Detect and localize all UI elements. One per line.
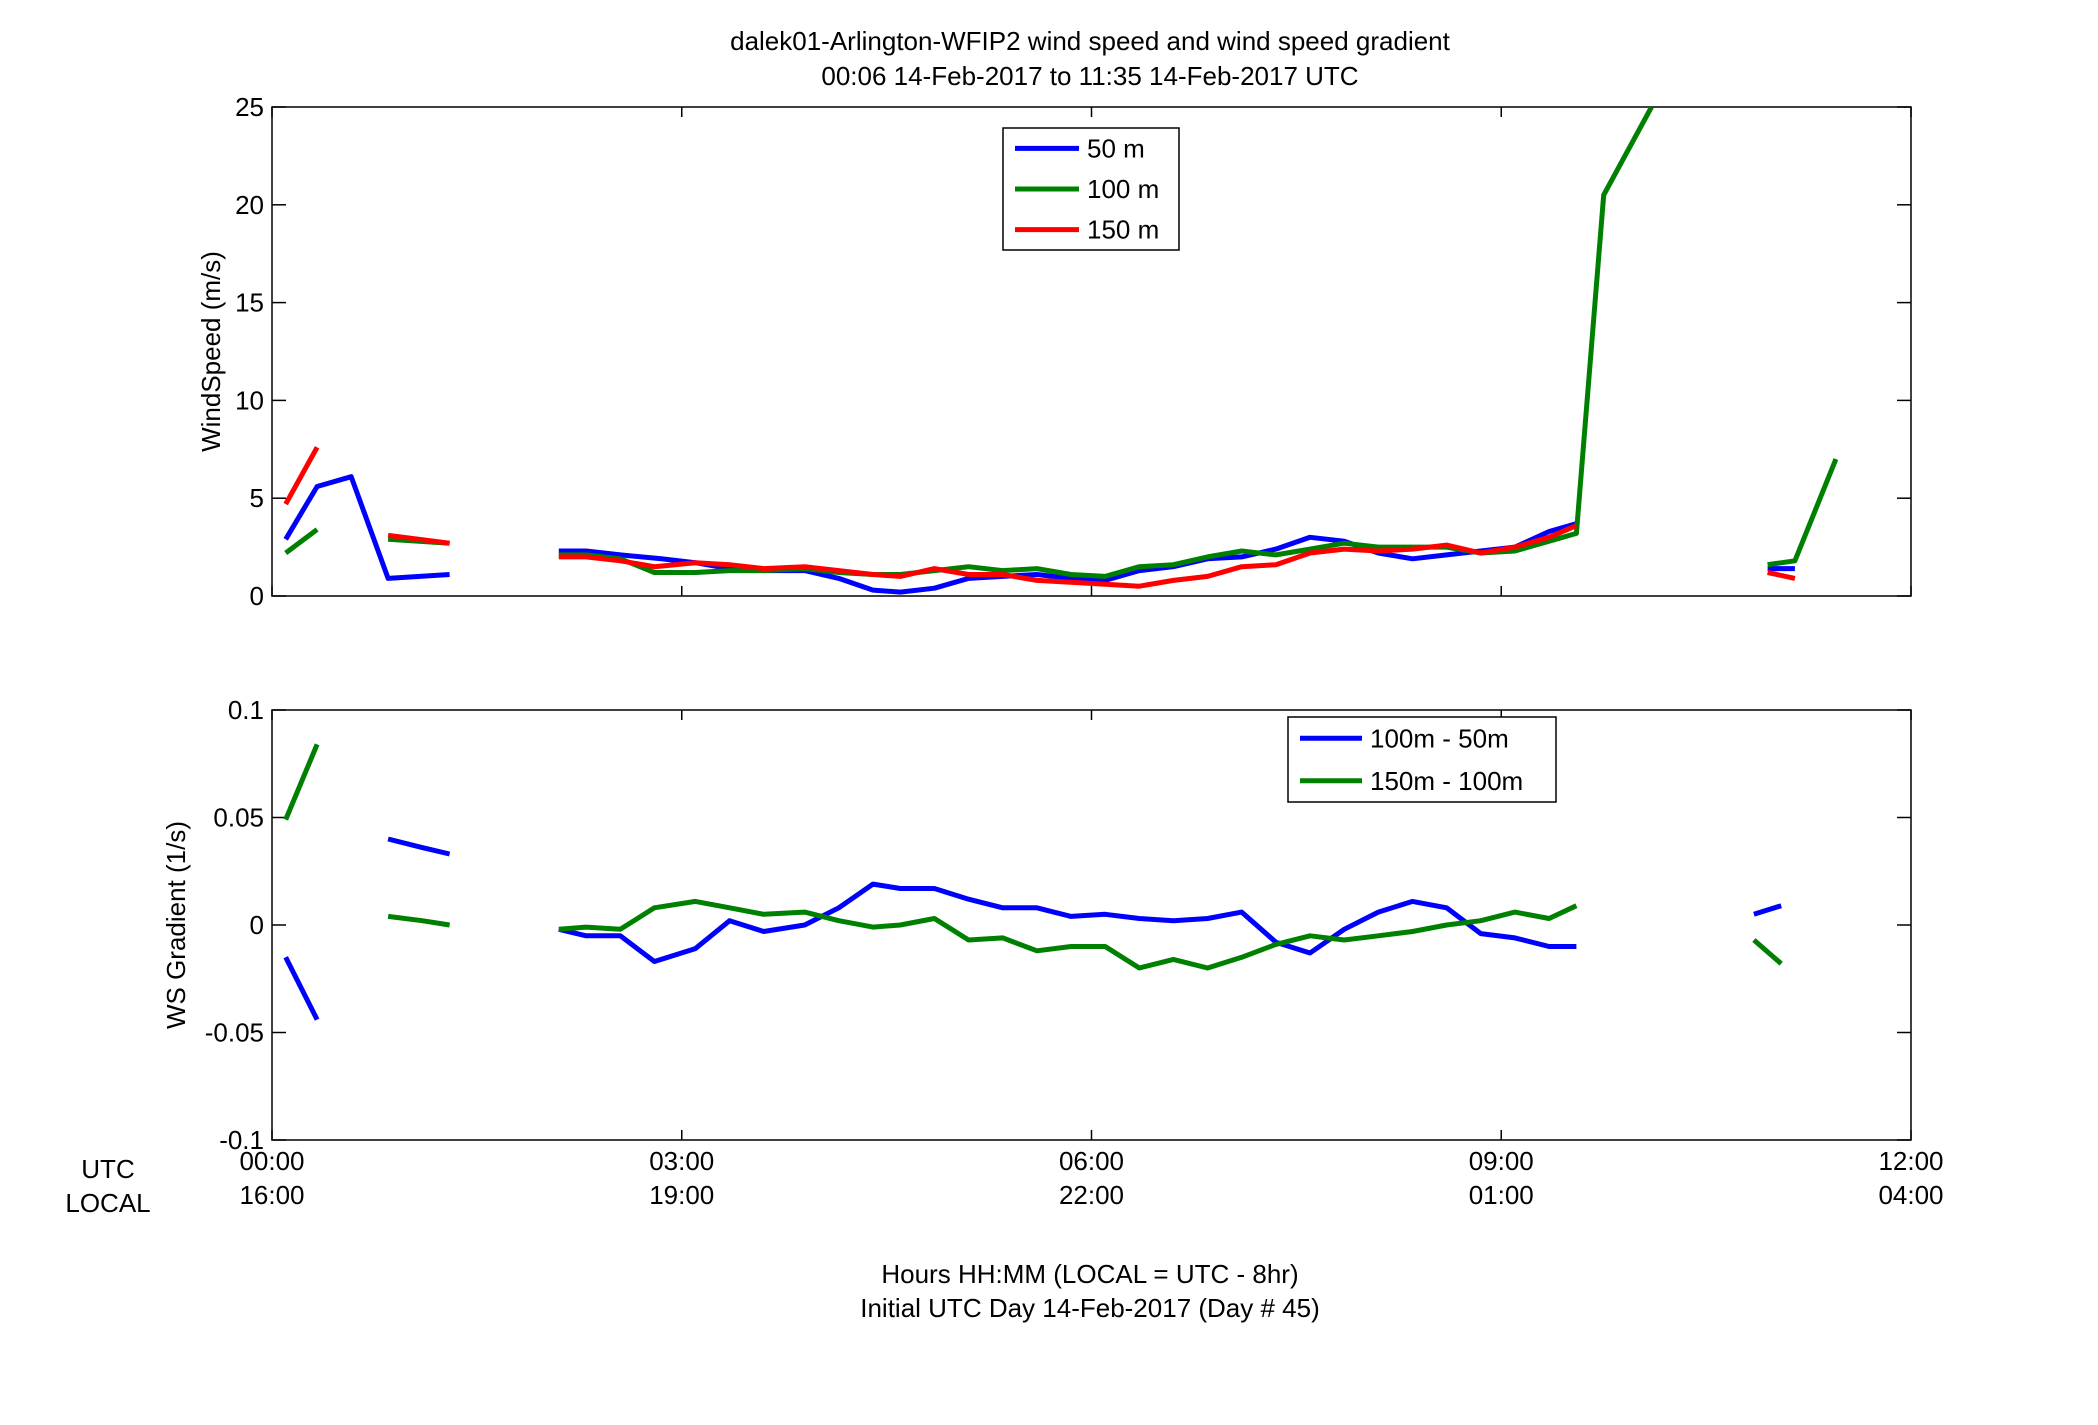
x-tick-label-local: 04:00 bbox=[1878, 1180, 1943, 1210]
legend-entry: 150 m bbox=[1087, 215, 1159, 245]
x-tick-label-local: 01:00 bbox=[1469, 1180, 1534, 1210]
series-line-segment bbox=[558, 881, 1577, 964]
x-axis-label-line1: Hours HH:MM (LOCAL = UTC - 8hr) bbox=[881, 1259, 1298, 1289]
gradient-panel: -0.1 -0.05 0 0.05 0.1 WS Gradient (1/s) 100m -… bbox=[161, 695, 1912, 1155]
legend: 50 m 100 m 150 m bbox=[1002, 127, 1180, 251]
x-tick-label-utc: 06:00 bbox=[1059, 1146, 1124, 1176]
y-tick-label: 20 bbox=[235, 190, 264, 220]
series-line-segment bbox=[558, 523, 1578, 589]
series-lines bbox=[283, 743, 1783, 1021]
x-tick-label-utc: 03:00 bbox=[649, 1146, 714, 1176]
y-tick-label: 0.05 bbox=[213, 803, 264, 833]
series-line-segment bbox=[1767, 458, 1839, 568]
y-tick-label: 0 bbox=[250, 910, 264, 940]
x-tick-label-local: 19:00 bbox=[649, 1180, 714, 1210]
y-tick-label: -0.05 bbox=[205, 1018, 264, 1048]
legend-box bbox=[1287, 716, 1557, 803]
series-line-segment bbox=[284, 527, 319, 556]
y-tick-label: 5 bbox=[250, 483, 264, 513]
y-tick-label: 0 bbox=[250, 581, 264, 611]
chart-title-line2: 00:06 14-Feb-2017 to 11:35 14-Feb-2017 U… bbox=[821, 61, 1358, 91]
series-line-segment bbox=[387, 532, 450, 546]
x-axis-label-line2: Initial UTC Day 14-Feb-2017 (Day # 45) bbox=[860, 1293, 1320, 1323]
y-tick-label: -0.1 bbox=[219, 1125, 264, 1155]
series-line-segment bbox=[283, 474, 450, 581]
y-tick-label: 10 bbox=[235, 385, 264, 415]
legend-entry: 150m - 100m bbox=[1370, 766, 1523, 796]
series-line-segment bbox=[558, 898, 1578, 971]
legend: 100m - 50m 150m - 100m bbox=[1287, 716, 1557, 803]
legend-entry: 50 m bbox=[1087, 133, 1145, 163]
legend-entry: 100 m bbox=[1087, 174, 1159, 204]
series-line-segment bbox=[387, 913, 450, 928]
y-tick-label: 25 bbox=[235, 92, 264, 122]
shared-x-tick-labels: 00:00 16:00 03:00 19:00 06:00 22:00 09:00 01:00… bbox=[239, 1146, 1943, 1210]
xaxis-row-label-local: LOCAL bbox=[65, 1188, 150, 1218]
y-axis-label: WS Gradient (1/s) bbox=[161, 821, 191, 1029]
x-tick-label-utc: 12:00 bbox=[1878, 1146, 1943, 1176]
x-tick-label-local: 16:00 bbox=[239, 1180, 304, 1210]
series-line-segment bbox=[283, 743, 320, 821]
series-line-segment bbox=[283, 956, 320, 1021]
y-tick-label: 0.1 bbox=[228, 695, 264, 725]
y-tick-label: 15 bbox=[235, 288, 264, 318]
series-line-segment bbox=[387, 836, 451, 857]
legend-entry: 100m - 50m bbox=[1370, 723, 1509, 753]
windspeed-panel: 0 5 10 15 20 25 WindSpeed (m/s) 50 m 100 m 150 m bbox=[196, 92, 1912, 611]
y-axis-label: WindSpeed (m/s) bbox=[196, 251, 226, 452]
series-line-segment bbox=[1767, 570, 1796, 581]
x-tick-label-utc: 09:00 bbox=[1469, 1146, 1534, 1176]
series-line-segment bbox=[283, 446, 320, 506]
series-line-segment bbox=[1752, 938, 1783, 966]
chart-title-line1: dalek01-Arlington-WFIP2 wind speed and w… bbox=[730, 26, 1451, 56]
series-line-segment bbox=[1753, 903, 1782, 917]
x-tick-label-local: 22:00 bbox=[1059, 1180, 1124, 1210]
x-tick-label-utc: 00:00 bbox=[239, 1146, 304, 1176]
xaxis-row-label-utc: UTC bbox=[81, 1154, 134, 1184]
series-lines bbox=[283, 107, 1839, 595]
